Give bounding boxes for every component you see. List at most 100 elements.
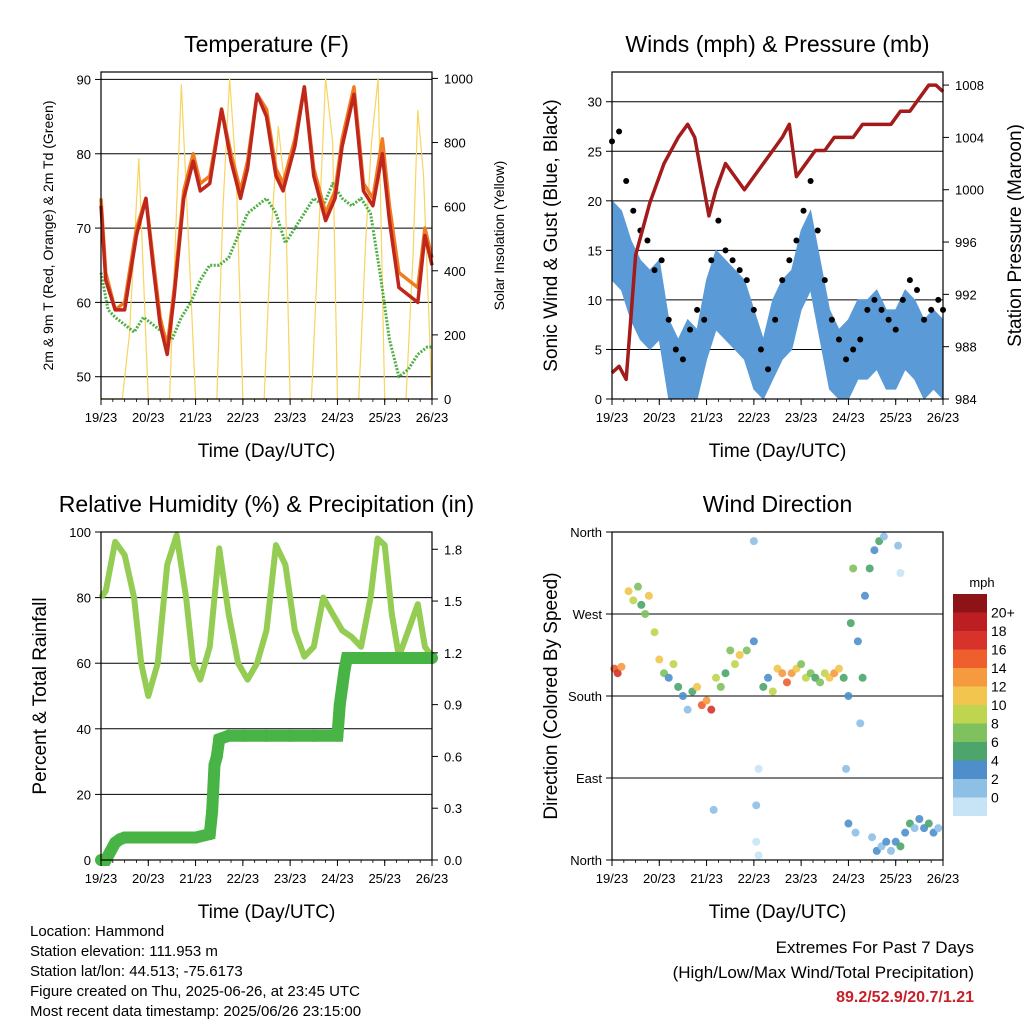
x-tick-label: 19/23 <box>85 410 118 425</box>
direction-point <box>782 678 791 687</box>
series-point-gust <box>786 257 793 264</box>
direction-point <box>655 655 664 664</box>
x-tick-label: 20/23 <box>643 410 676 425</box>
series-line-pressure <box>610 83 945 382</box>
colorbar-swatch <box>953 649 987 668</box>
series-point-gust <box>913 287 920 293</box>
y-tick-label: 25 <box>588 144 602 159</box>
y-tick-label: 60 <box>77 295 91 310</box>
direction-point <box>702 696 711 705</box>
series-point-gust <box>864 306 871 313</box>
direction-point <box>624 587 633 596</box>
direction-point <box>858 673 867 682</box>
colorbar-swatch <box>953 705 987 724</box>
direction-point <box>716 682 725 691</box>
y2-tick-label: 200 <box>444 328 466 343</box>
direction-point <box>764 673 773 682</box>
colorbar-label: 6 <box>991 734 999 750</box>
series-point-gust <box>658 257 665 264</box>
colorbar-swatch <box>953 760 987 779</box>
series-point-gust <box>644 237 651 244</box>
series-point-gust <box>694 306 701 313</box>
direction-point <box>650 628 659 637</box>
direction-point <box>617 662 626 671</box>
x-tick-label: 24/23 <box>321 410 354 425</box>
series-point-gust <box>921 316 928 323</box>
series-point-gust <box>850 346 857 353</box>
direction-point <box>693 682 702 691</box>
direction-point <box>735 651 744 659</box>
direction-point <box>721 669 730 678</box>
direction-point <box>846 619 855 628</box>
direction-point <box>896 569 905 577</box>
y2-tick-label: 0 <box>444 392 451 407</box>
x-tick-label: 20/23 <box>643 871 676 886</box>
y2-axis-label: Station Pressure (Maroon) <box>1005 124 1024 347</box>
y2-axis-label: Solar Insolation (Yellow) <box>491 161 507 311</box>
colorbar-swatch <box>953 797 987 816</box>
series-line-rain <box>100 652 432 866</box>
series-point-gust <box>708 257 715 264</box>
x-tick-label: 22/23 <box>227 410 260 425</box>
x-tick-label: 21/23 <box>690 871 723 886</box>
x-tick-label: 23/23 <box>785 410 818 425</box>
direction-point <box>934 824 943 833</box>
direction-point <box>754 851 763 860</box>
direction-point <box>742 646 751 655</box>
colorbar-swatch <box>953 612 987 631</box>
x-tick-label: 24/23 <box>832 871 865 886</box>
series-point-gust <box>906 277 913 284</box>
station-latlon: Station lat/lon: 44.513; -75.6173 <box>30 963 243 980</box>
y-axis-label: Sonic Wind & Gust (Blue, Black) <box>541 99 562 371</box>
direction-point <box>669 660 678 669</box>
y-tick-label: 100 <box>69 525 91 540</box>
series-point-gust <box>935 296 942 303</box>
y-axis-label: Direction (Colored By Speed) <box>541 572 562 819</box>
y-axis-label: Percent & Total Rainfall <box>30 597 51 794</box>
series-point-gust <box>765 366 772 373</box>
series-point-gust <box>729 257 736 264</box>
y-tick-label: 50 <box>77 370 91 385</box>
station-location: Location: Hammond <box>30 923 165 940</box>
x-tick-label: 21/23 <box>179 871 212 886</box>
direction-point <box>839 673 848 682</box>
y2-tick-label: 984 <box>955 392 977 407</box>
station-info: Location: Hammond Station elevation: 111… <box>30 922 361 1022</box>
x-tick-label: 19/23 <box>596 410 629 425</box>
y-tick-label: 0 <box>595 392 602 407</box>
series-point-gust <box>878 306 885 313</box>
figure-created: Figure created on Thu, 2025-06-26, at 23… <box>30 983 360 1000</box>
y-tick-label: North <box>570 853 602 868</box>
colorbar-title: mph <box>969 575 994 590</box>
direction-point <box>853 637 862 646</box>
x-tick-label: 23/23 <box>274 871 307 886</box>
y2-tick-label: 1008 <box>955 78 984 93</box>
panel-humidity: Relative Humidity (%) & Precipitation (i… <box>30 491 474 923</box>
series-point-gust <box>715 217 722 224</box>
direction-point <box>816 678 825 687</box>
colorbar-label: 8 <box>991 716 999 732</box>
x-tick-label: 22/23 <box>227 871 260 886</box>
series-point-gust <box>871 296 878 303</box>
direction-point <box>683 705 692 714</box>
x-axis-label: Time (Day/UTC) <box>198 441 336 462</box>
direction-point <box>768 687 777 696</box>
y2-tick-label: 400 <box>444 264 466 279</box>
x-tick-label: 24/23 <box>321 871 354 886</box>
direction-point <box>752 801 761 810</box>
direction-point <box>915 815 924 823</box>
x-axis-label: Time (Day/UTC) <box>198 902 336 923</box>
extremes-box: Extremes For Past 7 Days (High/Low/Max W… <box>673 935 974 1010</box>
series-line-rh <box>98 532 435 699</box>
y2-tick-label: 996 <box>955 235 977 250</box>
series-point-gust <box>743 277 750 284</box>
x-axis-label: Time (Day/UTC) <box>709 902 847 923</box>
colorbar-swatch <box>953 631 987 650</box>
direction-point <box>644 591 653 600</box>
series-point-gust <box>616 128 623 135</box>
series-point-gust <box>885 316 892 323</box>
y2-tick-label: 1000 <box>444 71 473 86</box>
direction-point <box>851 828 860 837</box>
direction-point <box>870 546 879 555</box>
series-point-gust <box>665 316 672 323</box>
